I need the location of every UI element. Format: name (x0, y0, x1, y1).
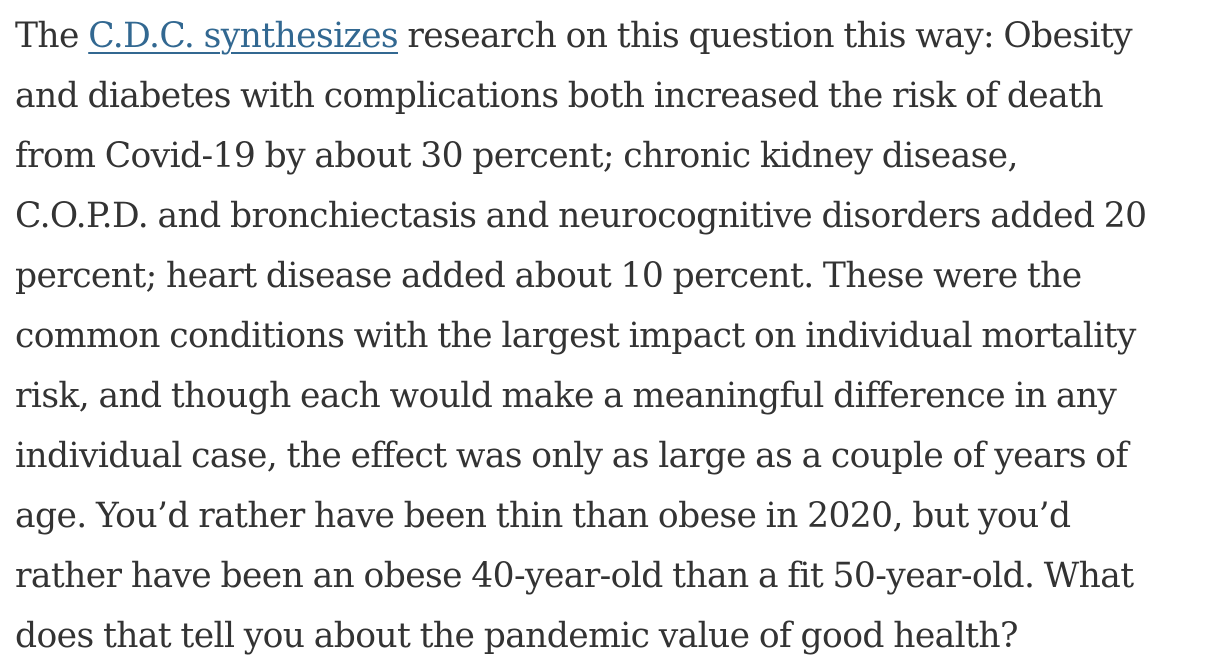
line-text: The (15, 16, 89, 56)
paragraph-line: risk, and though each would make a meani… (15, 376, 1117, 416)
paragraph-line: from Covid-19 by about 30 percent; chron… (15, 136, 1018, 176)
paragraph-line: individual case, the effect was only as … (15, 436, 1128, 476)
paragraph-line: The C.D.C. synthesizes research on this … (15, 6, 1210, 66)
paragraph-line: C.O.P.D. and bronchiectasis and neurocog… (15, 196, 1147, 236)
paragraph-line: age. You’d rather have been thin than ob… (15, 496, 1071, 536)
line-text: research on this question this way: Obes… (398, 16, 1133, 56)
article-paragraph: The C.D.C. synthesizes research on this … (15, 6, 1210, 666)
paragraph-line: rather have been an obese 40-year-old th… (15, 556, 1134, 596)
paragraph-line: percent; heart disease added about 10 pe… (15, 256, 1082, 296)
paragraph-line: does that tell you about the pandemic va… (15, 616, 1018, 656)
paragraph-line: common conditions with the largest impac… (15, 316, 1136, 356)
paragraph-line: and diabetes with complications both inc… (15, 76, 1104, 116)
cdc-synthesizes-link[interactable]: C.D.C. synthesizes (88, 16, 399, 56)
